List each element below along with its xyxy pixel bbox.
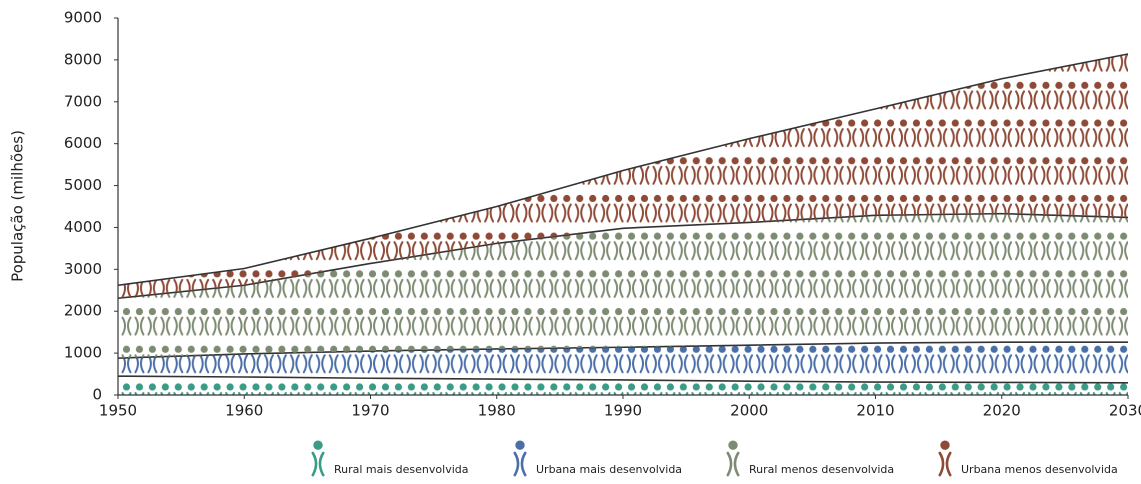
legend-item: Rural mais desenvolvida: [313, 441, 469, 476]
legend-text: Urbana mais desenvolvida: [536, 463, 682, 476]
icon-head: [313, 441, 322, 450]
chart: População (milhões) 01000200030004000500…: [0, 0, 1141, 484]
icon-head: [728, 441, 737, 450]
x-tick-label: 2020: [983, 402, 1021, 420]
y-axis-label: População (milhões): [9, 130, 27, 282]
y-tick-label: 5000: [64, 176, 102, 194]
x-tick-label: 1980: [478, 402, 516, 420]
icon-body: [313, 453, 323, 475]
y-tick-label: 1000: [64, 344, 102, 362]
icon-head: [515, 441, 524, 450]
area: [118, 214, 1128, 359]
y-tick-label: 8000: [64, 50, 102, 68]
icon-head: [940, 441, 949, 450]
icon-body: [728, 453, 738, 475]
x-tick-label: 1950: [99, 402, 137, 420]
y-tick-label: 9000: [64, 9, 102, 27]
legend-item: Urbana mais desenvolvida: [515, 441, 682, 476]
x-tick-label: 1970: [351, 402, 389, 420]
legend-text: Urbana menos desenvolvida: [961, 463, 1118, 476]
x-tick-label: 2000: [730, 402, 768, 420]
y-tick-label: 7000: [64, 92, 102, 110]
icon-body: [940, 453, 950, 475]
y-tick-label: 6000: [64, 134, 102, 152]
x-tick-label: 1990: [604, 402, 642, 420]
legend-text: Rural menos desenvolvida: [749, 463, 894, 476]
y-tick-label: 3000: [64, 260, 102, 278]
legend-item: Rural menos desenvolvida: [728, 441, 894, 476]
x-tick-label: 2030: [1109, 402, 1141, 420]
legend-item: Urbana menos desenvolvida: [940, 441, 1118, 476]
y-tick-label: 2000: [64, 302, 102, 320]
y-tick-label: 4000: [64, 218, 102, 236]
legend-text: Rural mais desenvolvida: [334, 463, 468, 476]
x-tick-label: 1960: [225, 402, 263, 420]
x-tick-label: 2010: [856, 402, 894, 420]
icon-body: [515, 453, 525, 475]
